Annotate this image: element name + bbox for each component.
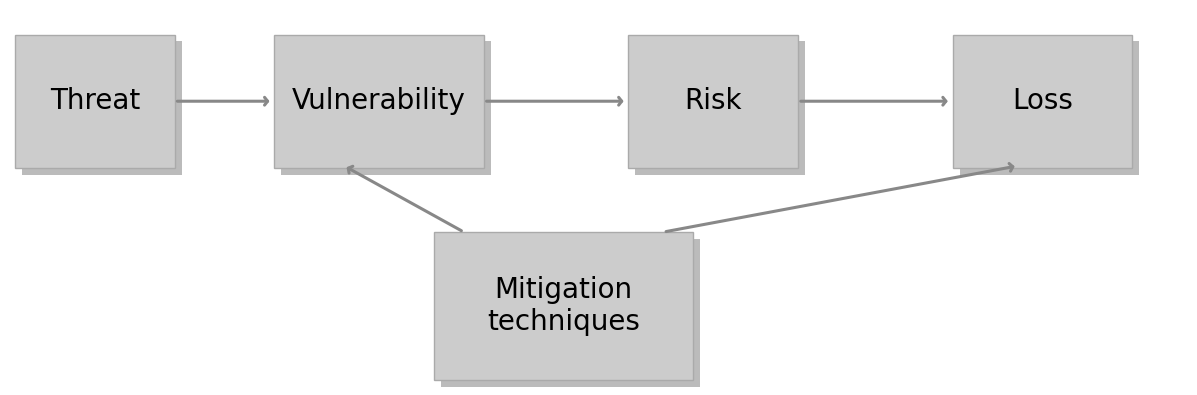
Bar [274,35,484,168]
Bar [433,232,693,380]
Bar [628,35,798,168]
Bar [953,35,1132,168]
Bar [281,41,491,175]
Text: Threat: Threat [49,87,140,115]
Bar [22,41,182,175]
Bar [960,41,1140,175]
Text: Vulnerability: Vulnerability [292,87,466,115]
Text: Loss: Loss [1011,87,1073,115]
Bar [440,239,700,387]
Bar [14,35,175,168]
Text: Risk: Risk [685,87,742,115]
Text: Mitigation
techniques: Mitigation techniques [487,276,640,336]
Bar [636,41,804,175]
